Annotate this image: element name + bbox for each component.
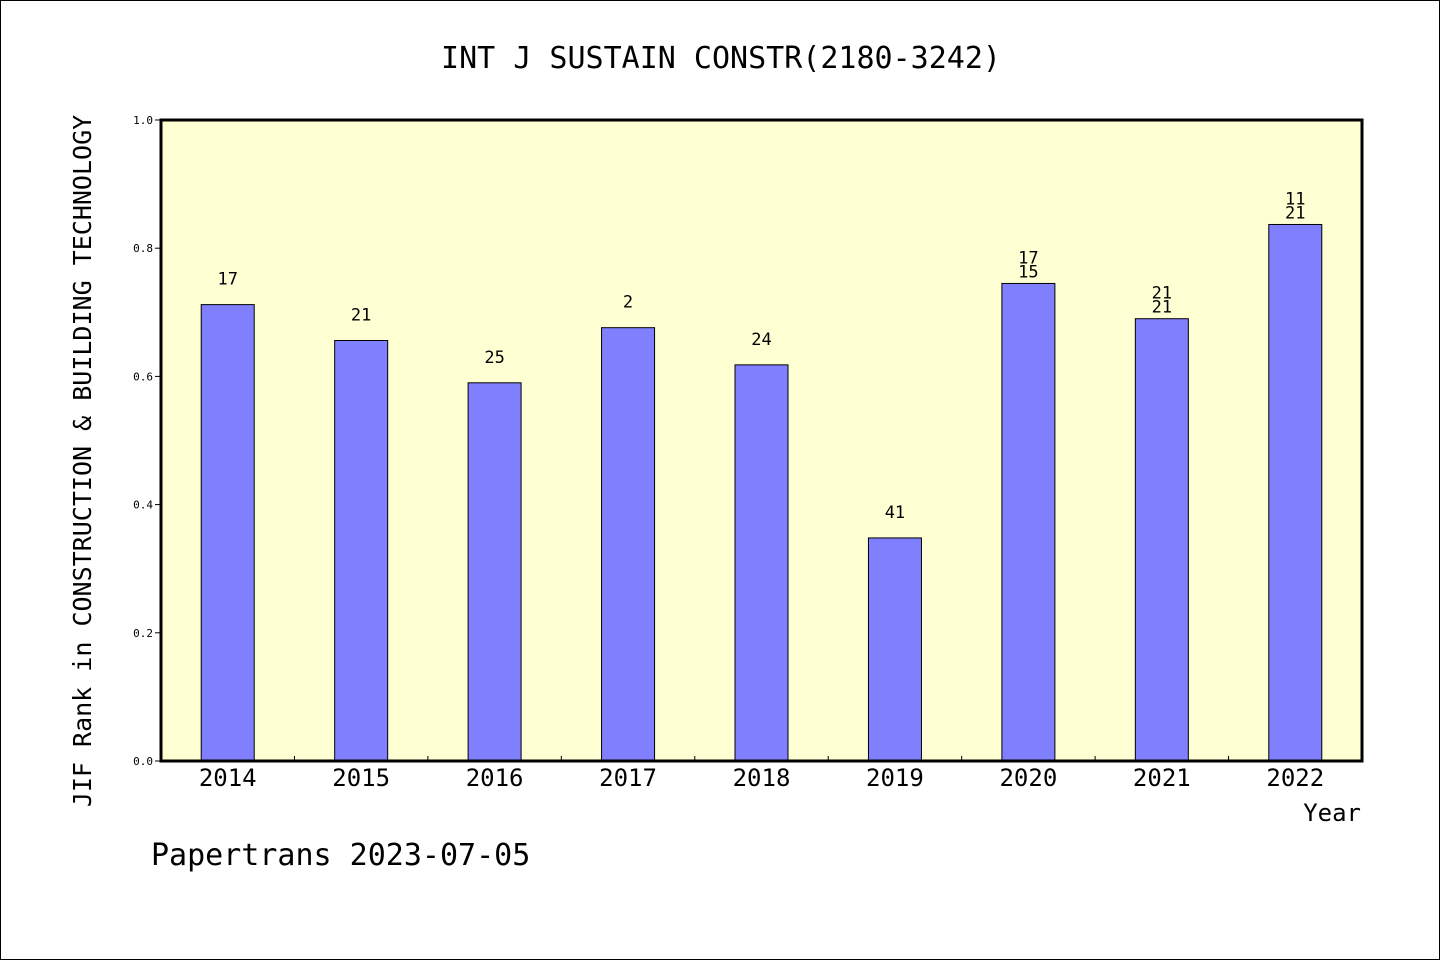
data-label-2014-1: 17 (217, 270, 237, 290)
x-axis-label: Year (1303, 799, 1361, 827)
y-tick-label-0.0: 0.0 (133, 755, 153, 768)
chart-title: INT J SUSTAIN CONSTR(2180-3242) (441, 41, 1001, 76)
footer-text: Papertrans 2023-07-05 (151, 838, 530, 873)
data-label-2021-1: 21 (1152, 284, 1172, 304)
y-tick-label-0.4: 0.4 (133, 499, 153, 512)
bar-2019 (867, 537, 922, 762)
x-tick-label-2022: 2022 (1266, 764, 1324, 792)
bar-2018 (734, 364, 789, 762)
y-axis-label: JIF Rank in CONSTRUCTION & BUILDING TECH… (68, 115, 97, 807)
bar-2015 (334, 340, 389, 762)
data-label-2022-1: 11 (1285, 189, 1305, 209)
data-label-2020-1: 17 (1018, 248, 1038, 268)
axis-ticks-group: 2014 2015 2016 2017 2018 2019 2020 2021 2022 0.0 0… (133, 114, 1324, 792)
data-label-2021-2: 21 (1152, 298, 1172, 318)
y-tick-label-1.0: 1.0 (133, 114, 153, 127)
x-tick-label-2015: 2015 (332, 764, 390, 792)
data-label-2016-1: 25 (484, 348, 504, 368)
bars-group (200, 223, 1323, 762)
bar-2016 (467, 382, 522, 762)
data-label-2015-1: 21 (351, 306, 371, 326)
data-label-2018-1: 24 (751, 330, 771, 350)
x-tick-label-2014: 2014 (199, 764, 257, 792)
y-tick-label-0.2: 0.2 (133, 627, 153, 640)
y-tick-label-0.8: 0.8 (133, 242, 153, 255)
data-label-2019-1: 41 (885, 503, 905, 523)
x-tick-label-2016: 2016 (466, 764, 524, 792)
bar-2022 (1268, 223, 1323, 762)
bar-2020 (1001, 282, 1056, 762)
data-label-2020-2: 15 (1018, 262, 1038, 282)
x-tick-label-2020: 2020 (999, 764, 1057, 792)
data-label-2017-1: 2 (623, 293, 633, 313)
x-tick-label-2021: 2021 (1133, 764, 1191, 792)
y-tick-label-0.6: 0.6 (133, 370, 153, 383)
plot-frame (159, 118, 1364, 763)
x-tick-label-2017: 2017 (599, 764, 657, 792)
bar-2014 (200, 304, 255, 762)
bar-2017 (601, 327, 656, 762)
x-tick-label-2019: 2019 (866, 764, 924, 792)
data-label-2022-2: 21 (1285, 203, 1305, 223)
bar-2021 (1134, 318, 1189, 762)
x-tick-label-2018: 2018 (733, 764, 791, 792)
